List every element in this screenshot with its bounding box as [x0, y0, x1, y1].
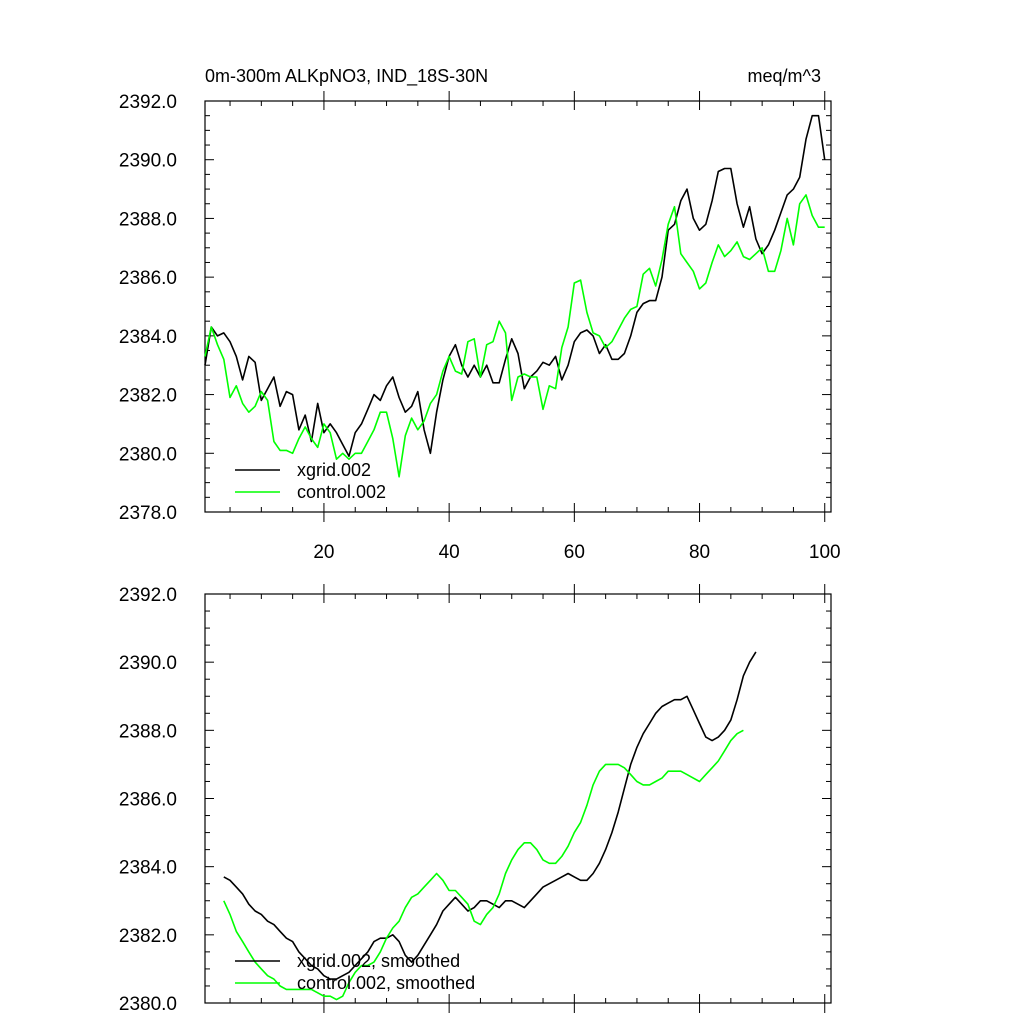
top-panel-raw: 2378.0 2380.0 2382.0 2384.0 2386.0 2388.0 2390… [119, 91, 841, 563]
y-tick-label: 2386.0 [119, 790, 177, 811]
y-tick-label: 2388.0 [119, 209, 177, 230]
legend-label: xgrid.002, smoothed [297, 951, 460, 971]
legend-label: control.002 [297, 482, 386, 502]
chart-title: 0m-300m ALKpNO3, IND_18S-30N [205, 66, 488, 87]
series-line-xgrid [204, 114, 826, 458]
y-tick-label: 2392.0 [119, 585, 177, 606]
y-tick-label: 2392.0 [119, 92, 177, 113]
plot-frame [204, 100, 832, 513]
y-tick-label: 2388.0 [119, 721, 177, 742]
y-tick-label: 2390.0 [119, 653, 177, 674]
x-tick-label: 60 [564, 542, 585, 563]
y-tick-label: 2384.0 [119, 327, 177, 348]
y-tick-label: 2380.0 [119, 444, 177, 465]
y-tick-label: 2390.0 [119, 151, 177, 172]
y-tick-label: 2384.0 [119, 858, 177, 879]
x-tick-label: 100 [809, 542, 841, 563]
series-line-control [204, 194, 825, 478]
y-tick-label: 2380.0 [119, 994, 177, 1015]
x-tick-label: 20 [313, 542, 334, 563]
legend-label: control.002, smoothed [297, 973, 475, 993]
plot-frame [204, 593, 832, 1004]
bottom-panel-smoothed: 2380.0 2382.0 2384.0 2386.0 2388.0 2390.0 2392… [119, 584, 832, 1015]
x-tick-label: 80 [689, 542, 710, 563]
series-line-xgrid [223, 651, 757, 980]
y-tick-label: 2382.0 [119, 926, 177, 947]
x-tick-label: 40 [439, 542, 460, 563]
y-tick-label: 2382.0 [119, 386, 177, 407]
chart-units: meq/m^3 [748, 66, 821, 86]
y-tick-label: 2378.0 [119, 503, 177, 524]
series-line-control [223, 729, 744, 1001]
y-tick-label: 2386.0 [119, 268, 177, 289]
legend-label: xgrid.002 [297, 460, 371, 480]
